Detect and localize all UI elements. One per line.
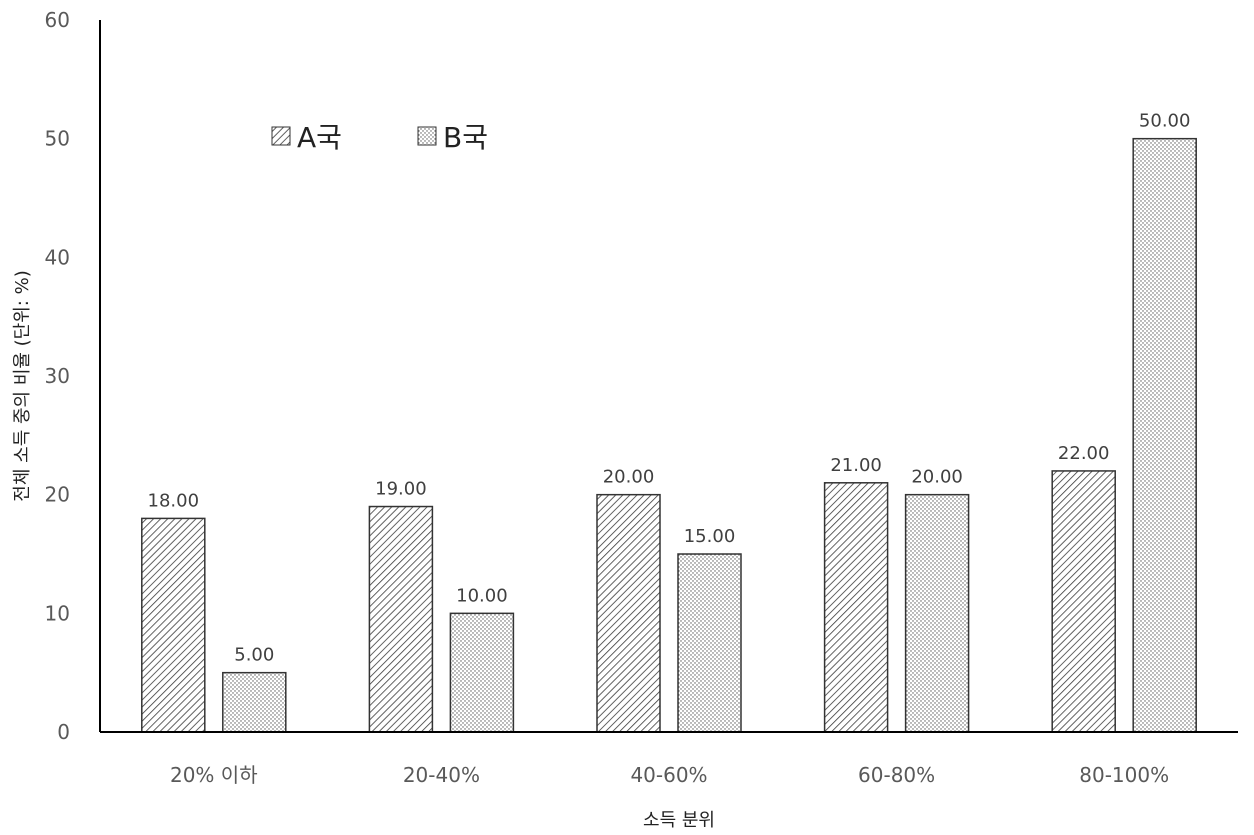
x-tick-label: 20-40%: [403, 763, 480, 787]
x-axis-ticks: 20% 이하 20-40% 40-60% 60-80% 80-100%: [170, 763, 1169, 787]
y-tick-label: 30: [45, 364, 70, 388]
y-tick-label: 0: [57, 720, 70, 744]
bar-series-b: [449, 612, 515, 733]
data-label: 5.00: [234, 645, 274, 666]
data-label: 10.00: [456, 585, 508, 606]
bar-series-b: [904, 493, 970, 733]
legend-label-series-a: A국: [297, 121, 342, 154]
y-tick-label: 50: [45, 127, 70, 151]
data-label: 19.00: [375, 479, 427, 500]
legend-swatch-series-a: [271, 126, 291, 146]
y-tick-label: 20: [45, 483, 70, 507]
x-tick-label: 40-60%: [630, 763, 707, 787]
data-label: 20.00: [603, 467, 655, 488]
bar-series-a: [368, 505, 434, 733]
y-axis-ticks: 0 10 20 30 40 50 60: [45, 8, 70, 744]
data-label: 21.00: [830, 455, 882, 476]
y-axis-title: 전체 소득 중의 비율 (단위: %): [12, 270, 33, 501]
bar-series-a: [141, 517, 206, 733]
data-label: 20.00: [911, 467, 963, 488]
bar-series-b: [222, 671, 287, 733]
x-tick-label: 80-100%: [1079, 763, 1169, 787]
data-label: 22.00: [1058, 443, 1110, 464]
x-tick-label: 20% 이하: [170, 763, 258, 787]
y-tick-label: 60: [45, 8, 70, 32]
legend-label-series-b: B국: [443, 121, 488, 154]
y-tick-label: 40: [45, 245, 70, 269]
legend: A국 B국: [271, 121, 488, 154]
data-label: 18.00: [148, 490, 200, 511]
x-tick-label: 60-80%: [858, 763, 935, 787]
bar-series-b: [1132, 137, 1197, 733]
data-labels: 18.00 5.00 19.00 10.00 20.00 15.00 21.00 20.00 2…: [148, 111, 1191, 666]
y-tick-label: 10: [45, 601, 70, 625]
x-axis-title: 소득 분위: [643, 810, 715, 831]
bars: [141, 137, 1197, 733]
data-label: 15.00: [684, 526, 736, 547]
bar-series-a: [823, 482, 889, 733]
bar-series-a: [1051, 470, 1116, 733]
legend-swatch-series-b: [417, 126, 437, 146]
bar-series-a: [596, 493, 661, 733]
data-label: 50.00: [1139, 111, 1191, 132]
bar-series-b: [677, 553, 742, 733]
